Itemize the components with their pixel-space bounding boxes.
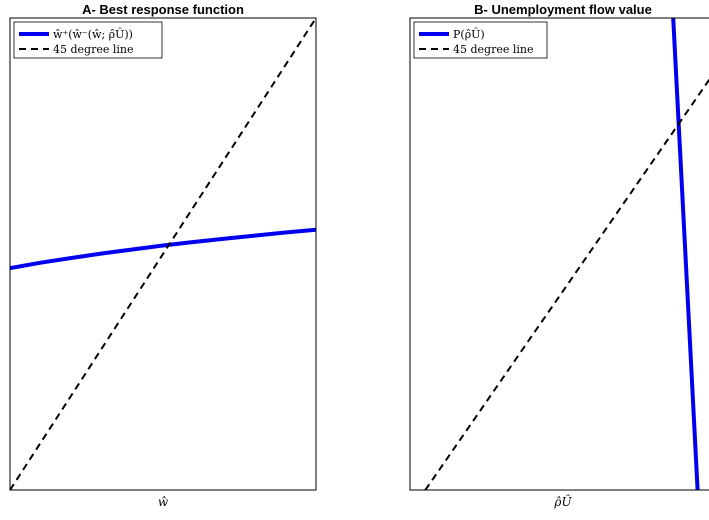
legend-entry: 45 degree line <box>453 43 534 56</box>
legend-entry: P(ρ̂Û) <box>453 27 485 41</box>
series-line-main <box>10 227 316 271</box>
series-line-45-degree <box>424 78 709 490</box>
plot-area <box>424 18 709 490</box>
axes-frame <box>409 17 709 491</box>
series-line-main <box>671 18 700 490</box>
panel-b: B- Unemployment flow value P(ρ̂Û) 45 degre… <box>409 2 709 509</box>
chart-title: A- Best response function <box>82 2 244 17</box>
x-axis-label: ŵ <box>158 495 169 509</box>
panel-a: A- Best response function ŵ⁺(ŵ⁻(ŵ; ρ̂Û)) 4… <box>9 2 317 509</box>
legend-box <box>13 21 163 59</box>
series-line-45-degree <box>10 18 316 490</box>
legend-entry: 45 degree line <box>53 43 134 56</box>
x-axis-label: ρ̂Û <box>553 493 572 509</box>
legend: P(ρ̂Û) 45 degree line <box>413 21 548 59</box>
legend-box <box>413 21 548 59</box>
legend: ŵ⁺(ŵ⁻(ŵ; ρ̂Û)) 45 degree line <box>13 21 163 59</box>
plot-area <box>10 18 316 490</box>
chart-title: B- Unemployment flow value <box>474 2 652 17</box>
legend-entry: ŵ⁺(ŵ⁻(ŵ; ρ̂Û)) <box>53 27 133 41</box>
axes-frame <box>9 17 317 491</box>
